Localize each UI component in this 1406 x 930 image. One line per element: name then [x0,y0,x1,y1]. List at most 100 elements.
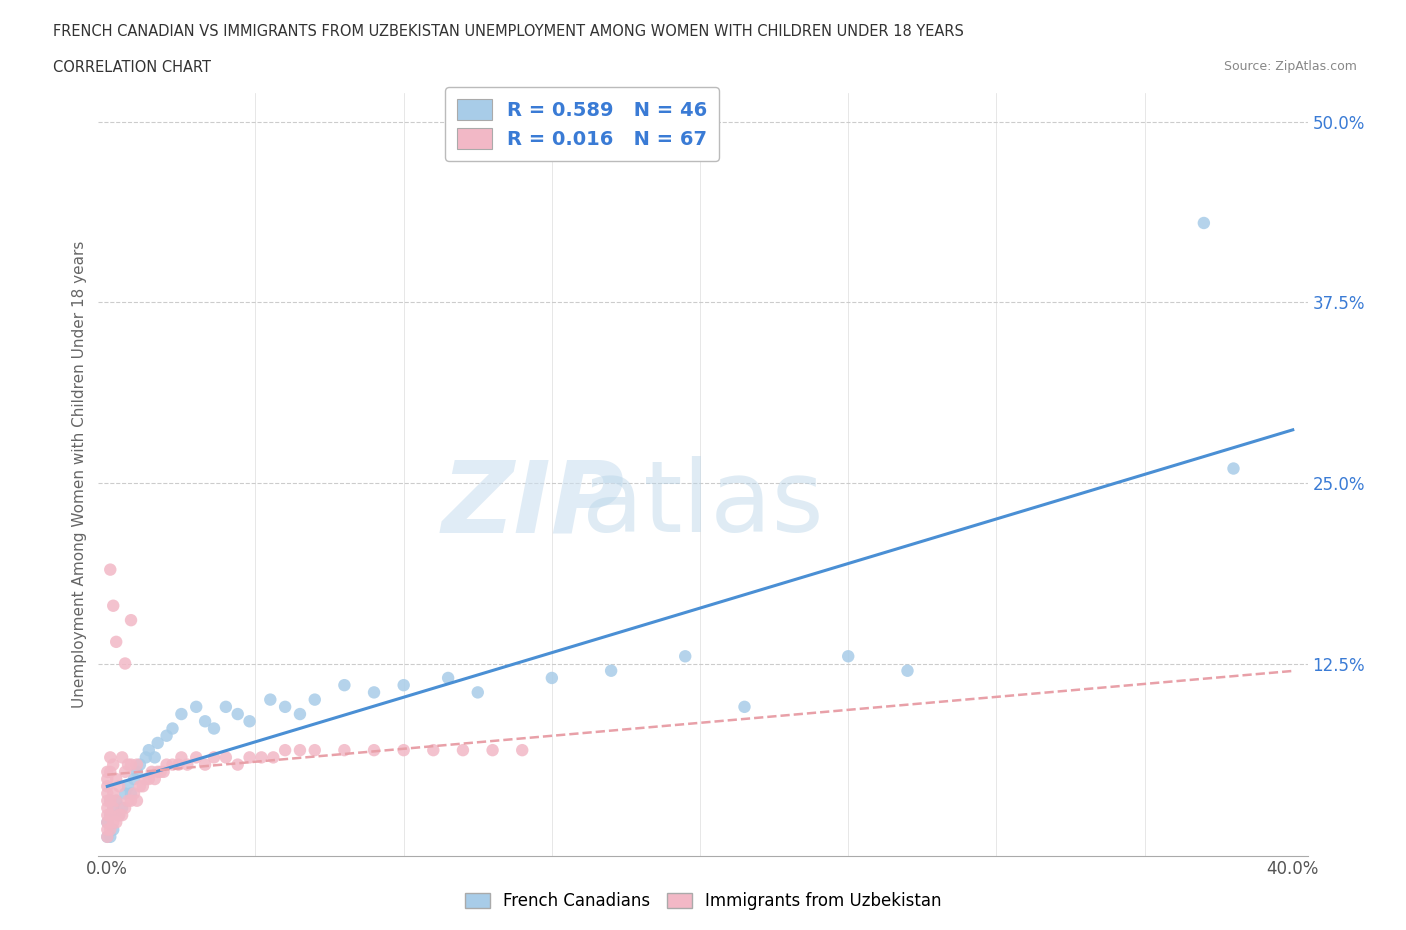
Point [105,815,128,830]
Point [304,743,326,758]
Point [117,757,139,772]
Point [481,743,503,758]
Point [108,778,131,793]
Point [274,743,297,758]
Point [392,743,415,758]
Point [215,699,238,714]
Point [186,750,208,764]
Point [176,757,198,772]
Point [120,786,142,801]
Point [143,772,166,787]
Point [98,793,121,808]
Point [114,656,136,671]
Point [141,764,163,779]
Text: CORRELATION CHART: CORRELATION CHART [53,60,211,74]
Point [226,707,249,722]
Point [392,678,415,693]
Point [103,757,125,772]
Point [98,562,121,577]
Point [138,772,160,787]
Point [125,764,148,779]
Point [250,750,273,764]
Point [152,764,174,779]
Point [274,699,297,714]
Point [114,801,136,816]
Point [122,772,145,787]
Point [673,649,696,664]
Point [1192,216,1215,231]
Text: atlas: atlas [582,457,824,553]
Point [98,764,121,779]
Point [96,815,118,830]
Point [288,707,311,722]
Point [437,671,460,685]
Point [103,801,125,816]
Point [135,750,157,764]
Legend: French Canadians, Immigrants from Uzbekistan: French Canadians, Immigrants from Uzbeki… [458,885,948,917]
Point [120,613,142,628]
Point [149,764,172,779]
Point [288,743,311,758]
Point [138,743,160,758]
Text: FRENCH CANADIAN VS IMMIGRANTS FROM UZBEKISTAN UNEMPLOYMENT AMONG WOMEN WITH CHIL: FRENCH CANADIAN VS IMMIGRANTS FROM UZBEK… [53,24,965,39]
Point [363,685,385,700]
Point [96,815,118,830]
Point [98,808,121,823]
Point [105,772,128,787]
Point [1222,461,1244,476]
Point [98,808,121,823]
Point [98,830,121,844]
Point [96,772,118,787]
Point [896,663,918,678]
Point [215,750,238,764]
Point [103,786,125,801]
Point [239,714,262,729]
Point [103,822,125,837]
Point [540,671,562,685]
Point [103,598,125,613]
Point [96,808,118,823]
Point [129,757,152,772]
Point [333,743,356,758]
Point [108,808,131,823]
Point [120,757,142,772]
Point [103,815,125,830]
Point [333,678,356,693]
Point [114,764,136,779]
Point [170,707,193,722]
Point [239,750,262,764]
Point [111,750,134,764]
Point [120,793,142,808]
Point [117,778,139,793]
Point [98,793,121,808]
Legend: R = 0.589   N = 46, R = 0.016   N = 67: R = 0.589 N = 46, R = 0.016 N = 67 [446,87,718,161]
Point [451,743,474,758]
Point [114,786,136,801]
Point [96,764,118,779]
Point [105,793,128,808]
Point [170,750,193,764]
Point [146,736,169,751]
Point [304,692,326,707]
Point [167,757,190,772]
Point [162,721,184,736]
Point [105,634,128,649]
Point [259,692,281,707]
Point [146,764,169,779]
Y-axis label: Unemployment Among Women with Children Under 18 years: Unemployment Among Women with Children U… [72,241,87,708]
Point [129,778,152,793]
Point [186,699,208,714]
Point [96,778,118,793]
Text: Source: ZipAtlas.com: Source: ZipAtlas.com [1223,60,1357,73]
Point [122,786,145,801]
Point [103,801,125,816]
Point [98,822,121,837]
Point [734,699,756,714]
Point [125,757,148,772]
Point [202,721,225,736]
Point [96,822,118,837]
Point [155,728,177,743]
Point [202,750,225,764]
Point [111,808,134,823]
Point [467,685,489,700]
